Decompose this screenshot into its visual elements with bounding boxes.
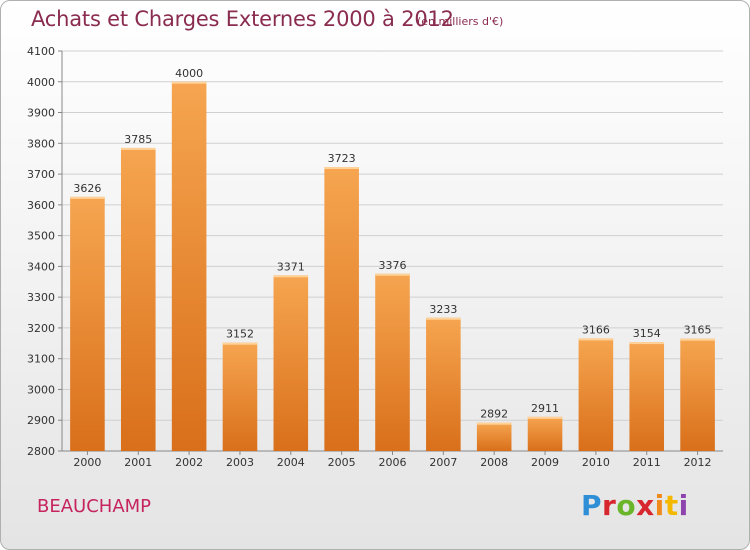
- axis-layer: 2800 2900 3000 3100 3200 3300 3400 3500 3600 3700…: [27, 45, 723, 469]
- x-tick-label: 2004: [277, 456, 305, 469]
- bar-highlight: [222, 342, 258, 345]
- x-tick-label: 2009: [531, 456, 559, 469]
- data-label: 3166: [582, 323, 610, 336]
- data-label: 3154: [633, 327, 661, 340]
- bar: [273, 275, 309, 451]
- y-tick-label: 3000: [27, 383, 55, 396]
- data-label: 3376: [379, 259, 407, 272]
- x-tick-label: 2012: [684, 456, 712, 469]
- bar: [375, 273, 410, 451]
- bar: [476, 422, 512, 451]
- x-tick-label: 2005: [328, 456, 356, 469]
- data-label: 4000: [175, 67, 203, 80]
- y-tick-label: 3100: [27, 353, 55, 366]
- y-tick-label: 4100: [27, 45, 55, 58]
- data-label: 2892: [480, 408, 508, 421]
- x-tick-label: 2007: [429, 456, 457, 469]
- bar: [120, 147, 156, 451]
- bar-layer: [70, 81, 715, 452]
- bar-highlight: [120, 147, 156, 150]
- chart-title: Achats et Charges Externes 2000 à 2012: [31, 7, 454, 31]
- logo-letter: x: [636, 489, 655, 522]
- data-label: 3785: [124, 133, 152, 146]
- data-label: 3233: [429, 303, 457, 316]
- bar-highlight: [324, 167, 359, 169]
- data-label: 3723: [328, 152, 356, 165]
- bar: [222, 342, 258, 451]
- y-tick-label: 3300: [27, 291, 55, 304]
- bar: [70, 196, 105, 451]
- y-tick-label: 3900: [27, 107, 55, 120]
- data-label: 3371: [277, 260, 305, 273]
- logo-letter: i: [654, 489, 665, 522]
- x-tick-label: 2011: [633, 456, 661, 469]
- y-tick-label: 2800: [27, 445, 55, 458]
- label-layer: 3626 3785 4000 3152 3371 3723 3376 3233 2892 2911…: [73, 67, 711, 421]
- bar: [629, 342, 665, 451]
- bar: [426, 317, 461, 451]
- proxiti-logo: Proxiti: [581, 489, 689, 522]
- bar-highlight: [527, 416, 563, 419]
- logo-letter: r: [602, 489, 617, 522]
- y-tick-label: 3200: [27, 322, 55, 335]
- bar: [324, 167, 359, 451]
- y-tick-label: 3700: [27, 168, 55, 181]
- bar-highlight: [629, 342, 665, 345]
- y-tick-label: 3500: [27, 230, 55, 243]
- bar: [680, 338, 715, 451]
- logo-letter: o: [616, 489, 637, 522]
- chart-unit-label: (en milliers d'€): [417, 15, 504, 28]
- y-tick-label: 4000: [27, 76, 55, 89]
- data-label: 3152: [226, 328, 254, 341]
- data-label: 3626: [73, 182, 101, 195]
- x-tick-label: 2003: [226, 456, 254, 469]
- y-tick-label: 3400: [27, 260, 55, 273]
- bar: [171, 81, 207, 452]
- x-tick-label: 2006: [379, 456, 407, 469]
- y-tick-label: 2900: [27, 414, 55, 427]
- logo-letter: P: [581, 489, 603, 522]
- bar: [527, 416, 563, 451]
- data-label: 3165: [684, 324, 712, 337]
- bar-highlight: [680, 338, 715, 341]
- logo-letter: i: [678, 489, 689, 522]
- data-label: 2911: [531, 402, 559, 415]
- bar-highlight: [171, 81, 207, 84]
- x-tick-label: 2001: [124, 456, 152, 469]
- bar-highlight: [375, 273, 410, 276]
- y-tick-label: 3600: [27, 199, 55, 212]
- bar: [578, 338, 614, 451]
- x-tick-label: 2000: [73, 456, 101, 469]
- bar-highlight: [70, 196, 105, 199]
- commune-name: BEAUCHAMP: [37, 496, 152, 517]
- logo-letter: t: [664, 489, 679, 522]
- x-tick-label: 2008: [480, 456, 508, 469]
- x-tick-label: 2002: [175, 456, 203, 469]
- bar-highlight: [476, 422, 512, 425]
- bar-highlight: [578, 338, 614, 341]
- y-tick-label: 3800: [27, 137, 55, 150]
- bar-highlight: [426, 317, 461, 320]
- bar-highlight: [273, 275, 309, 278]
- x-tick-label: 2010: [582, 456, 610, 469]
